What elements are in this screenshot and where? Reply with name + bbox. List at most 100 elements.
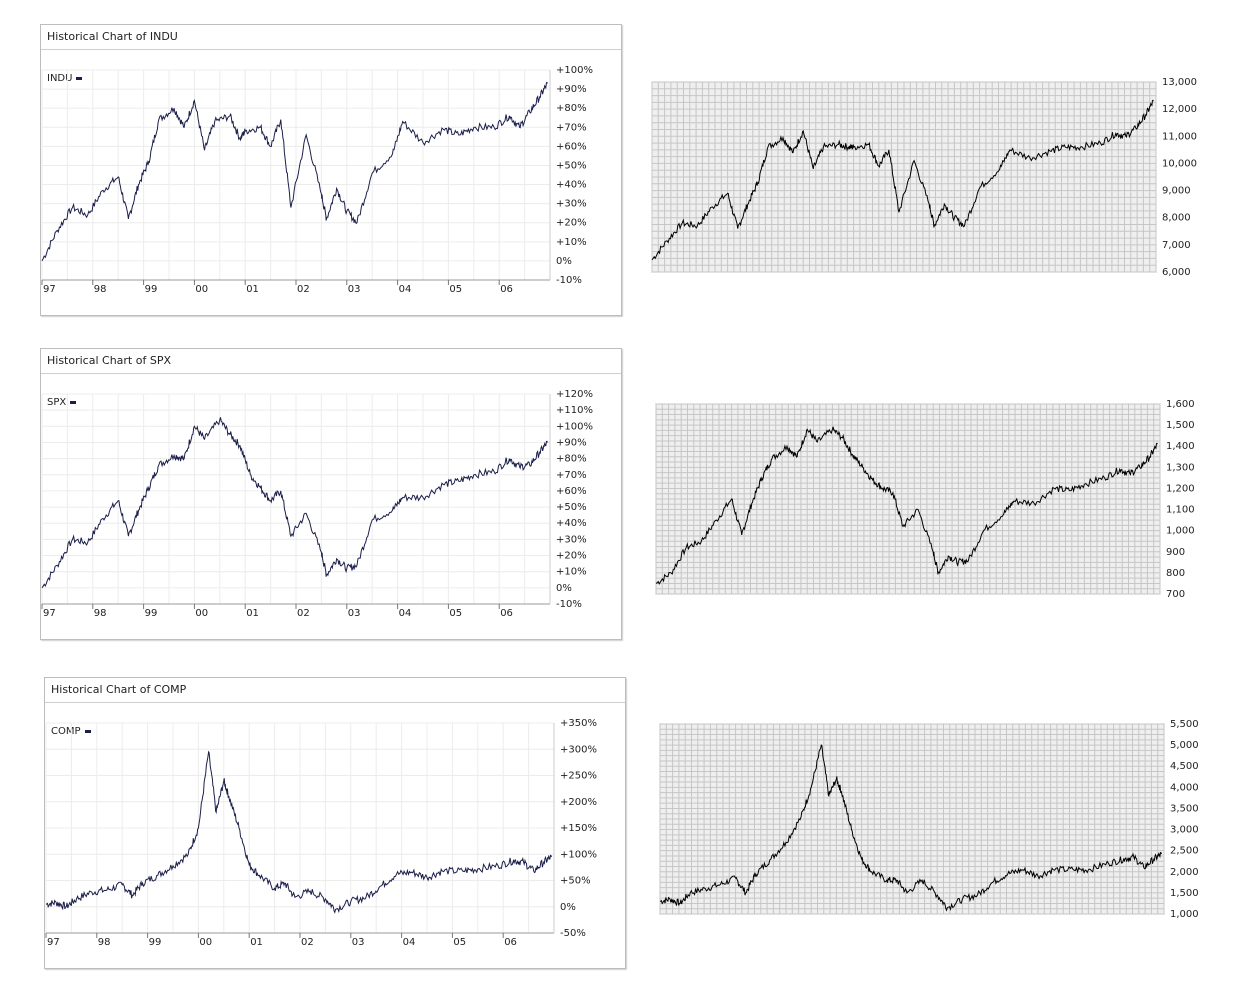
y-tick-label: 3,000 xyxy=(1170,825,1199,836)
panel-title: Historical Chart of INDU xyxy=(41,25,621,50)
legend-swatch xyxy=(76,76,83,80)
x-tick-label: 01 xyxy=(246,284,259,295)
x-tick-label: 98 xyxy=(94,608,107,619)
y-tick-label: 6,000 xyxy=(1162,267,1191,278)
x-tick-label: 00 xyxy=(195,284,208,295)
y-tick-label: 1,400 xyxy=(1166,441,1195,452)
y-tick-label: 2,000 xyxy=(1170,867,1199,878)
y-tick-label: 1,100 xyxy=(1166,505,1195,516)
legend-label: COMP xyxy=(51,726,81,737)
x-tick-label: 04 xyxy=(399,608,412,619)
y-tick-label: 0% xyxy=(556,256,572,267)
y-tick-label: +100% xyxy=(556,421,593,432)
chart-legend: INDU xyxy=(47,73,83,84)
x-tick-label: 05 xyxy=(453,937,466,948)
x-tick-label: 03 xyxy=(348,608,361,619)
y-tick-label: +30% xyxy=(556,199,587,210)
panel-title: Historical Chart of COMP xyxy=(45,678,625,703)
x-tick-label: 04 xyxy=(399,284,412,295)
y-tick-label: 5,000 xyxy=(1170,740,1199,751)
x-tick-label: 98 xyxy=(98,937,111,948)
y-tick-label: 10,000 xyxy=(1162,158,1197,169)
y-tick-label: +60% xyxy=(556,486,587,497)
y-tick-label: +10% xyxy=(556,237,587,248)
y-tick-label: +120% xyxy=(556,389,593,400)
y-tick-label: 12,000 xyxy=(1162,104,1197,115)
gridlines xyxy=(651,81,1157,273)
panel-title: Historical Chart of SPX xyxy=(41,349,621,374)
y-tick-label: 1,000 xyxy=(1166,526,1195,537)
y-tick-label: 0% xyxy=(556,583,572,594)
y-tick-label: 700 xyxy=(1166,589,1185,600)
y-tick-label: 8,000 xyxy=(1162,213,1191,224)
series-line xyxy=(659,744,1162,912)
y-tick-label: 1,600 xyxy=(1166,399,1195,410)
y-tick-label: 0% xyxy=(560,902,576,913)
chart-legend: SPX xyxy=(47,397,77,408)
y-tick-label: -10% xyxy=(556,599,582,610)
x-tick-label: 97 xyxy=(43,608,56,619)
y-tick-label: +200% xyxy=(560,797,597,808)
y-tick-label: +350% xyxy=(560,718,597,729)
x-tick-label: 02 xyxy=(297,284,310,295)
y-tick-label: +110% xyxy=(556,405,593,416)
x-tick-label: 06 xyxy=(500,608,513,619)
x-tick-label: 06 xyxy=(500,284,513,295)
y-tick-label: +40% xyxy=(556,518,587,529)
y-tick-label: 13,000 xyxy=(1162,77,1197,88)
x-tick-label: 03 xyxy=(352,937,365,948)
y-tick-label: 7,000 xyxy=(1162,240,1191,251)
spx-percent-chart: +120% +110% +100% +90% +80% +70% +60% +50% +40% +… xyxy=(41,389,593,619)
x-tick-label: 01 xyxy=(250,937,263,948)
y-tick-label: +100% xyxy=(560,849,597,860)
y-tick-label: +250% xyxy=(560,771,597,782)
x-tick-label: 00 xyxy=(195,608,208,619)
y-tick-label: 3,500 xyxy=(1170,803,1199,814)
y-tick-label: 9,000 xyxy=(1162,186,1191,197)
legend-label: SPX xyxy=(47,397,67,408)
y-tick-label: +20% xyxy=(556,218,587,229)
y-tick-label: +30% xyxy=(556,534,587,545)
x-tick-label: 01 xyxy=(246,608,259,619)
x-tick-label: 99 xyxy=(145,608,158,619)
gridlines xyxy=(41,393,551,605)
spx-price-chart: 1,600 1,500 1,400 1,300 1,200 1,100 1,000 900 80… xyxy=(655,399,1195,600)
x-tick-label: 00 xyxy=(199,937,212,948)
indu-percent-chart: +100% +90% +80% +70% +60% +50% +40% +30% +20% +10… xyxy=(41,65,593,295)
gridlines xyxy=(41,69,551,281)
x-tick-label: 05 xyxy=(449,284,462,295)
y-tick-label: +150% xyxy=(560,823,597,834)
y-tick-label: 5,500 xyxy=(1170,719,1199,730)
y-tick-label: +10% xyxy=(556,567,587,578)
y-tick-label: +80% xyxy=(556,454,587,465)
x-tick-label: 02 xyxy=(297,608,310,619)
x-tick-label: 99 xyxy=(149,937,162,948)
y-tick-label: 4,000 xyxy=(1170,782,1199,793)
series-line xyxy=(651,99,1154,261)
y-tick-label: +80% xyxy=(556,103,587,114)
series-line xyxy=(41,81,548,262)
y-tick-label: +300% xyxy=(560,744,597,755)
legend-swatch xyxy=(84,729,91,733)
y-tick-label: +90% xyxy=(556,84,587,95)
y-tick-label: +100% xyxy=(556,65,593,76)
y-tick-label: +70% xyxy=(556,470,587,481)
y-tick-label: +50% xyxy=(556,160,587,171)
legend-swatch xyxy=(70,400,77,404)
y-tick-label: 1,200 xyxy=(1166,483,1195,494)
series-line xyxy=(655,426,1158,585)
x-tick-label: 99 xyxy=(145,284,158,295)
series-line xyxy=(41,417,548,589)
comp-price-chart: 5,500 5,000 4,500 4,000 3,500 3,000 2,500 2,000… xyxy=(659,719,1199,920)
x-tick-label: 98 xyxy=(94,284,107,295)
y-tick-label: +20% xyxy=(556,551,587,562)
gridlines xyxy=(655,403,1161,595)
y-tick-label: -50% xyxy=(560,928,586,939)
gridlines xyxy=(659,723,1165,915)
y-tick-label: +50% xyxy=(560,876,591,887)
y-tick-label: 4,500 xyxy=(1170,761,1199,772)
y-tick-label: +90% xyxy=(556,437,587,448)
chart-legend: COMP xyxy=(51,726,91,737)
y-tick-label: 1,500 xyxy=(1166,420,1195,431)
y-tick-label: 900 xyxy=(1166,547,1185,558)
